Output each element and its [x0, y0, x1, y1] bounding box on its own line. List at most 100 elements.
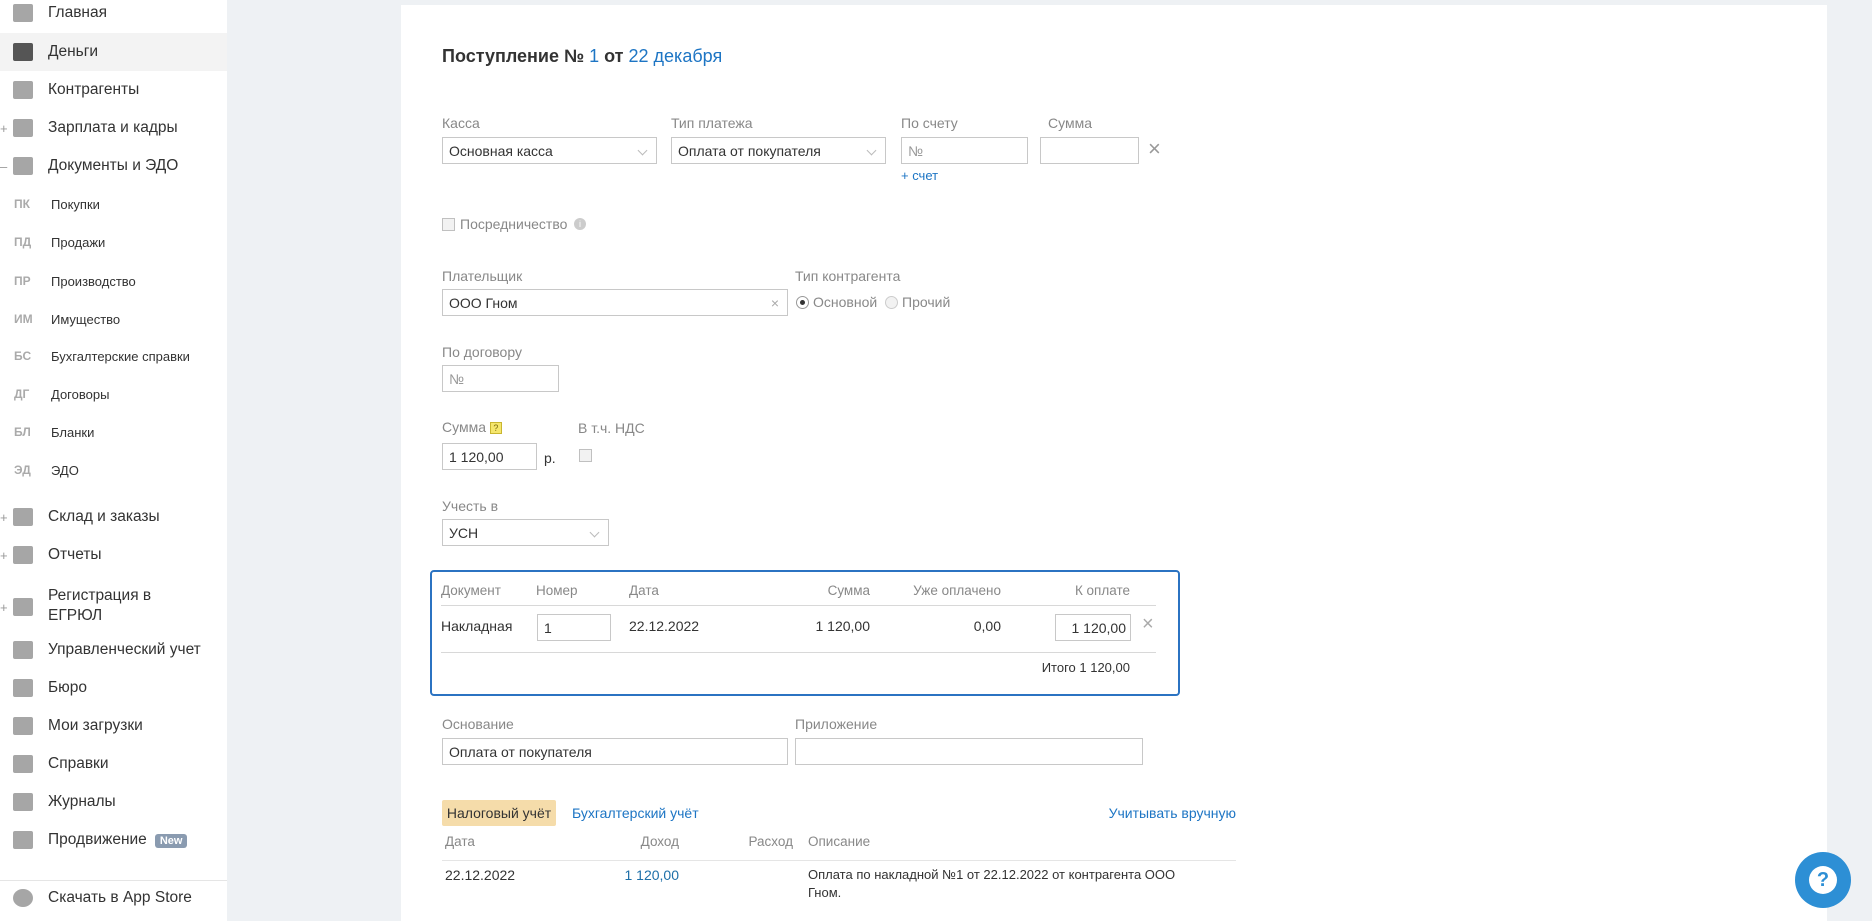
sidebar-item-registration[interactable]: + Регистрация в ЕГРЮЛ — [0, 587, 152, 624]
invoice-input[interactable]: № — [901, 137, 1028, 164]
payer-label: Плательщик — [442, 268, 523, 284]
sidebar-item-contractors[interactable]: Контрагенты — [0, 71, 227, 109]
contractors-icon — [13, 81, 33, 99]
remove-row-icon[interactable]: × — [1142, 613, 1154, 635]
divider — [441, 652, 1156, 653]
doc-date: 22.12.2022 — [629, 618, 700, 634]
tax-col-income: Доход — [640, 834, 679, 849]
payment-type-label: Тип платежа — [671, 115, 753, 131]
col-header-number: Номер — [536, 583, 578, 598]
sidebar-item-salary[interactable]: + Зарплата и кадры — [0, 119, 178, 137]
contract-input[interactable]: № — [442, 365, 559, 392]
sidebar-subitem-contracts[interactable]: ДГ Договоры — [14, 386, 110, 402]
apple-icon — [13, 889, 33, 907]
amount-label: Сумма ? — [442, 419, 502, 435]
basis-label: Основание — [442, 716, 514, 732]
sidebar-item-home[interactable]: Главная — [0, 0, 227, 32]
sidebar-item-journals[interactable]: Журналы — [0, 783, 227, 821]
col-header-sum: Сумма — [827, 583, 870, 598]
divider — [0, 880, 227, 881]
folder-icon — [13, 157, 33, 175]
kassa-select[interactable]: Основная касса — [442, 137, 657, 164]
sidebar-item-bureau[interactable]: Бюро — [0, 669, 227, 707]
sidebar-subitem-forms[interactable]: БЛ Бланки — [14, 424, 95, 440]
attachment-label: Приложение — [795, 716, 878, 732]
to-pay-input[interactable]: 1 120,00 — [1055, 614, 1131, 641]
new-badge: New — [154, 834, 188, 848]
sidebar-item-money[interactable]: Деньги — [0, 33, 227, 71]
tab-accounting[interactable]: Бухгалтерский учёт — [572, 805, 699, 821]
manual-accounting-link[interactable]: Учитывать вручную — [1108, 805, 1236, 821]
sum-input[interactable] — [1040, 137, 1139, 164]
briefcase-icon — [13, 679, 33, 697]
question-icon: ? — [1809, 866, 1837, 894]
vat-label: В т.ч. НДС — [578, 420, 645, 436]
tax-col-date: Дата — [445, 834, 475, 849]
attachment-input[interactable] — [795, 738, 1143, 765]
radio-other[interactable] — [885, 296, 898, 309]
folder-icon — [13, 717, 33, 735]
sidebar-item-promotion[interactable]: Продвижение New — [0, 821, 227, 859]
wallet-icon — [13, 119, 33, 137]
invoice-label: По счету — [901, 115, 958, 131]
sidebar-subitem-statements[interactable]: БС Бухгалтерские справки — [14, 348, 190, 364]
reports-icon — [13, 546, 33, 564]
chevron-down-icon — [637, 145, 648, 156]
doc-date-link[interactable]: 22 декабря — [628, 46, 723, 66]
intermediary-label: Посредничество — [460, 216, 568, 232]
tab-tax[interactable]: Налоговый учёт — [442, 800, 556, 826]
appstore-link[interactable]: Скачать в App Store — [0, 879, 227, 917]
management-icon — [13, 641, 33, 659]
col-header-to-pay: К оплате — [1074, 583, 1130, 598]
help-button[interactable]: ? — [1795, 852, 1851, 908]
col-header-paid: Уже оплачено — [913, 583, 1001, 598]
doc-type: Накладная — [441, 618, 513, 634]
chevron-down-icon — [866, 145, 877, 156]
account-in-select[interactable]: УСН — [442, 519, 609, 546]
help-icon[interactable]: ? — [489, 422, 502, 434]
sidebar-subitem-production[interactable]: ПР Производство — [14, 273, 136, 289]
page-title: Поступление № 1 от 22 декабря — [442, 46, 723, 66]
sidebar-item-downloads[interactable]: Мои загрузки — [0, 707, 227, 745]
sidebar-subitem-sales[interactable]: ПД Продажи — [14, 234, 106, 250]
account-in-label: Учесть в — [442, 498, 499, 514]
chevron-down-icon — [589, 527, 600, 538]
radio-main-label: Основной — [813, 294, 878, 310]
sidebar: Главная Деньги Контрагенты + Зарплата и к… — [0, 0, 227, 921]
tax-row-income: 1 120,00 — [624, 867, 680, 883]
vat-checkbox[interactable] — [579, 449, 592, 462]
col-header-document: Документ — [441, 583, 501, 598]
sidebar-subitem-property[interactable]: ИМ Имущество — [14, 311, 121, 327]
clear-icon[interactable]: × — [770, 294, 779, 311]
basis-input[interactable]: Оплата от покупателя — [442, 738, 788, 765]
tax-col-expense: Расход — [748, 834, 793, 849]
docs-total: Итого 1 120,00 — [1041, 660, 1130, 675]
sidebar-item-documents[interactable]: – Документы и ЭДО — [0, 157, 179, 175]
doc-number-link[interactable]: 1 — [589, 46, 600, 66]
sidebar-item-reports[interactable]: + Отчеты — [0, 546, 102, 564]
references-icon — [13, 755, 33, 773]
home-icon — [13, 4, 33, 22]
money-icon — [13, 43, 33, 61]
payer-input[interactable]: ООО Гном × — [442, 289, 788, 316]
radio-main[interactable] — [796, 296, 809, 309]
amount-input[interactable]: 1 120,00 — [442, 443, 537, 470]
intermediary-checkbox[interactable] — [442, 218, 455, 231]
payment-type-select[interactable]: Оплата от покупателя — [671, 137, 886, 164]
sidebar-item-references[interactable]: Справки — [0, 745, 227, 783]
documents-table — [430, 570, 1180, 696]
doc-number-input[interactable]: 1 — [537, 614, 611, 641]
sidebar-item-management[interactable]: Управленческий учет — [0, 631, 227, 669]
sidebar-item-warehouse[interactable]: + Склад и заказы — [0, 508, 160, 526]
add-invoice-link[interactable]: + счет — [901, 168, 939, 183]
currency-label: р. — [544, 450, 556, 466]
chart-icon — [13, 831, 33, 849]
info-icon[interactable]: i — [574, 218, 586, 230]
tax-row-date: 22.12.2022 — [445, 867, 516, 883]
close-icon[interactable]: × — [1148, 136, 1161, 161]
sidebar-subitem-edo[interactable]: ЭД ЭДО — [14, 462, 79, 478]
sidebar-subitem-purchases[interactable]: ПК Покупки — [14, 196, 100, 212]
doc-sum: 1 120,00 — [815, 618, 871, 634]
divider — [441, 605, 1156, 606]
